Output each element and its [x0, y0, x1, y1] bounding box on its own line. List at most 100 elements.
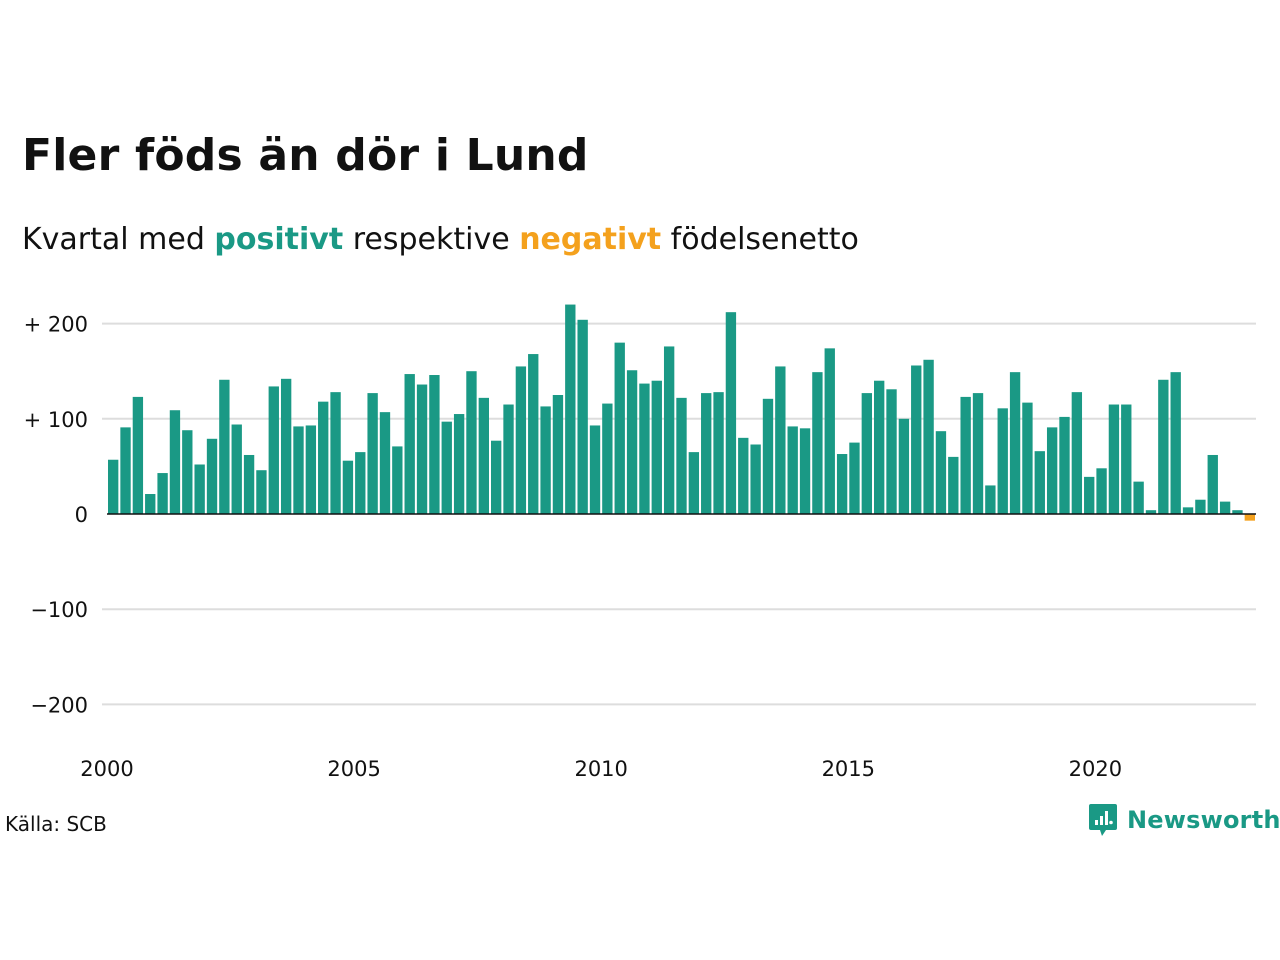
- bar-2007-q3: [478, 397, 489, 514]
- bar-2002-q4: [243, 454, 255, 514]
- bar-2018-q2: [1009, 372, 1021, 514]
- bar-2013-q2: [762, 398, 774, 514]
- bar-2004-q2: [318, 401, 329, 514]
- bar-2006-q4: [441, 421, 452, 514]
- y-tick-label: + 100: [24, 408, 88, 432]
- bar-2005-q2: [367, 393, 378, 514]
- bar-2018-q1: [997, 408, 1008, 514]
- bar-2007-q2: [466, 371, 477, 514]
- bar-2017-q1: [948, 456, 959, 514]
- bar-2003-q4: [293, 426, 304, 514]
- bar-2000-q2: [120, 427, 131, 514]
- bar-2012-q3: [725, 312, 737, 514]
- axis-layer: + 200 + 100 0 −100 −200 2000 2005 2010 2015 2020: [24, 313, 1256, 781]
- bar-2017-q2: [960, 396, 971, 514]
- bar-2007-q1: [453, 414, 465, 514]
- bar-2007-q4: [491, 440, 502, 514]
- logo-text: Newsworthy: [1127, 806, 1280, 834]
- bar-2019-q4: [1084, 476, 1095, 514]
- bar-2020-q3: [1121, 404, 1132, 514]
- bar-2017-q3: [972, 393, 984, 514]
- x-tick-label: 2005: [327, 757, 380, 781]
- bar-2015-q3: [874, 380, 885, 514]
- y-tick-label: −100: [30, 598, 88, 622]
- bar-2012-q4: [738, 437, 749, 514]
- bar-2004-q4: [342, 460, 354, 514]
- bar-2020-q4: [1133, 481, 1144, 514]
- newsworthy-logo: Newsworthy: [1088, 802, 1280, 838]
- subtitle-suffix: födelsenetto: [661, 222, 859, 257]
- bar-2015-q4: [886, 389, 897, 514]
- bar-2019-q3: [1071, 392, 1083, 514]
- bar-2013-q3: [775, 366, 786, 514]
- bar-2022-q1: [1195, 499, 1206, 514]
- subtitle-negative: negativt: [519, 222, 662, 257]
- x-tick-label: 2020: [1069, 757, 1122, 781]
- bar-2016-q4: [935, 431, 947, 514]
- x-tick-label: 2015: [822, 757, 875, 781]
- bar-2009-q3: [577, 319, 588, 514]
- bar-2020-q1: [1096, 468, 1107, 514]
- bar-2014-q3: [824, 348, 835, 514]
- x-tick-label: 2000: [80, 757, 133, 781]
- bar-2003-q1: [256, 470, 267, 514]
- bar-2006-q1: [404, 374, 415, 514]
- bar-2022-q2: [1207, 454, 1218, 514]
- bar-2008-q1: [503, 404, 514, 514]
- bar-2013-q1: [750, 444, 761, 514]
- bar-2011-q2: [663, 346, 675, 514]
- bar-2017-q4: [985, 485, 996, 514]
- bar-2011-q3: [676, 397, 687, 514]
- bar-2006-q2: [416, 384, 428, 514]
- bar-2020-q2: [1108, 404, 1120, 514]
- bar-chart: + 200 + 100 0 −100 −200 2000 2005 2010 2015 2020: [24, 304, 1256, 781]
- bar-2023-q1: [1244, 514, 1255, 521]
- bar-2005-q3: [379, 412, 391, 514]
- bar-2010-q1: [602, 403, 613, 514]
- bar-2021-q2: [1158, 379, 1169, 514]
- bar-2008-q4: [540, 406, 551, 514]
- bar-2021-q1: [1145, 510, 1157, 514]
- bar-2004-q3: [330, 392, 341, 514]
- bar-2002-q1: [206, 438, 218, 514]
- bar-2014-q4: [836, 454, 848, 514]
- bar-layer: [108, 304, 1255, 521]
- bar-2014-q1: [799, 428, 811, 514]
- bar-2010-q3: [626, 370, 638, 514]
- bar-2016-q2: [911, 365, 922, 514]
- newsworthy-logo-icon: [1089, 804, 1117, 836]
- bar-2003-q3: [280, 378, 292, 514]
- bar-2003-q2: [268, 386, 279, 514]
- bar-2000-q3: [132, 396, 144, 514]
- subtitle-positive: positivt: [214, 222, 344, 257]
- bar-2022-q4: [1232, 510, 1243, 514]
- bar-2014-q2: [812, 372, 823, 514]
- bar-2005-q4: [392, 446, 403, 514]
- bar-2004-q1: [305, 425, 317, 514]
- bar-2001-q4: [194, 464, 205, 514]
- bar-2002-q3: [231, 424, 242, 514]
- bar-2016-q1: [898, 418, 910, 514]
- bar-2008-q3: [528, 354, 539, 514]
- bar-2002-q2: [219, 379, 230, 514]
- bar-2018-q4: [1034, 451, 1045, 514]
- bar-2010-q4: [639, 383, 650, 514]
- y-tick-label: + 200: [24, 313, 88, 337]
- subtitle-prefix: Kvartal med: [22, 222, 215, 257]
- x-tick-label: 2010: [574, 757, 627, 781]
- bar-2021-q4: [1182, 507, 1194, 514]
- bar-2005-q1: [355, 452, 366, 514]
- bar-2011-q1: [651, 380, 662, 514]
- bar-2018-q3: [1022, 402, 1033, 514]
- bar-2001-q3: [182, 430, 193, 514]
- bar-2006-q3: [429, 375, 440, 514]
- bar-2001-q2: [169, 410, 181, 514]
- bar-2019-q1: [1046, 427, 1058, 514]
- bar-2001-q1: [157, 473, 168, 514]
- bar-2016-q3: [923, 359, 934, 514]
- bar-2012-q1: [701, 393, 712, 514]
- bar-2013-q4: [787, 426, 798, 514]
- chart-title: Fler föds än dör i Lund: [22, 130, 589, 181]
- chart-subtitle: Kvartal med positivt respektive negativt…: [22, 222, 859, 257]
- bar-2021-q3: [1170, 372, 1181, 514]
